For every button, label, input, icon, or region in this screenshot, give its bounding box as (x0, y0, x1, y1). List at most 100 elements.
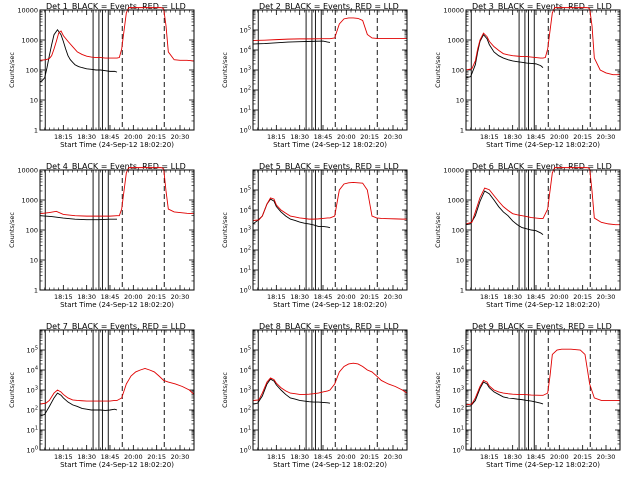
x-axis-label: Start Time (24-Sep-12 18:02:20) (273, 461, 387, 469)
x-tick-label: 18:15 (267, 133, 286, 141)
events-series-line (465, 33, 544, 79)
lld-series-line (252, 362, 408, 401)
y-tick-label: 10000 (443, 7, 464, 15)
events-series-line (252, 198, 331, 229)
panel-legend-text: BLACK = Events, RED = LLD (285, 322, 399, 331)
panel-det-4: Det 4 BLACK = Events, RED = LLD 1 10 100 1000… (8, 162, 195, 309)
x-tick-label: 20:30 (171, 453, 190, 461)
y-tick-label: 104 (27, 366, 38, 375)
panel-legend-text: BLACK = Events, RED = LLD (498, 2, 612, 11)
panel-title-det: Det 4 (46, 162, 68, 171)
y-tick-label: 1000 (447, 37, 464, 45)
plot-frame (39, 329, 195, 451)
panel-det-2: Det 2 BLACK = Events, RED = LLD 100 101 102 1… (221, 2, 408, 149)
x-tick-label: 18:45 (314, 293, 333, 301)
x-tick-label: 18:45 (527, 133, 546, 141)
x-tick-label: 20:30 (597, 453, 616, 461)
panel-title: Det 1 BLACK = Events, RED = LLD (46, 2, 186, 11)
y-tick-label: 101 (240, 426, 251, 435)
y-tick-label: 101 (27, 426, 38, 435)
plot-frame (252, 329, 408, 451)
y-tick-label: 105 (453, 346, 464, 355)
x-tick-label: 20:30 (171, 133, 190, 141)
y-tick-label: 1 (34, 127, 38, 135)
y-tick-label: 100 (452, 227, 464, 235)
y-axis-label: Counts/sec (434, 212, 442, 248)
y-tick-label: 102 (240, 406, 251, 415)
panel-det-1: Det 1 BLACK = Events, RED = LLD 1 10 100 1000… (8, 2, 195, 149)
y-tick-label: 103 (27, 386, 38, 395)
plot-frame (465, 329, 621, 451)
panel-det-7: Det 7 BLACK = Events, RED = LLD 100 101 102 1… (8, 322, 195, 469)
x-tick-label: 18:30 (77, 133, 96, 141)
x-tick-label: 20:00 (337, 293, 356, 301)
plot-frame (465, 9, 621, 131)
y-tick-label: 100 (453, 446, 464, 455)
x-tick-label: 18:30 (503, 133, 522, 141)
events-series-line (39, 215, 117, 221)
y-tick-label: 1000 (447, 197, 464, 205)
y-tick-label: 1 (460, 127, 464, 135)
x-tick-label: 18:15 (54, 293, 73, 301)
x-axis-label: Start Time (24-Sep-12 18:02:20) (486, 301, 600, 309)
x-tick-label: 20:00 (124, 453, 143, 461)
y-tick-label: 103 (240, 386, 251, 395)
x-tick-label: 18:15 (480, 293, 499, 301)
y-tick-label: 102 (240, 246, 251, 255)
panel-title: Det 6 BLACK = Events, RED = LLD (472, 162, 612, 171)
y-tick-label: 105 (240, 26, 251, 35)
y-axis-label: Counts/sec (8, 372, 16, 408)
lld-series-line (252, 17, 407, 41)
y-tick-label: 100 (452, 67, 464, 75)
lld-series-line (39, 7, 195, 62)
lld-series-line (465, 7, 620, 76)
x-tick-label: 20:15 (147, 453, 166, 461)
panel-det-3: Det 3 BLACK = Events, RED = LLD 1 10 100 1000… (434, 2, 621, 149)
y-tick-label: 104 (240, 46, 251, 55)
x-axis-label: Start Time (24-Sep-12 18:02:20) (486, 461, 600, 469)
x-tick-label: 18:15 (267, 293, 286, 301)
x-tick-label: 20:15 (573, 453, 592, 461)
y-tick-label: 10 (30, 257, 38, 265)
x-tick-label: 20:15 (573, 293, 592, 301)
x-axis-label: Start Time (24-Sep-12 18:02:20) (273, 301, 387, 309)
panel-title-det: Det 9 (472, 322, 494, 331)
y-tick-label: 102 (27, 406, 38, 415)
x-tick-label: 20:30 (597, 133, 616, 141)
y-tick-label: 1 (34, 287, 38, 295)
panel-title-det: Det 7 (46, 322, 68, 331)
x-tick-label: 18:15 (480, 453, 499, 461)
y-axis-label: Counts/sec (434, 52, 442, 88)
events-series-line (252, 378, 331, 405)
panel-title-det: Det 6 (472, 162, 494, 171)
y-tick-label: 100 (240, 126, 251, 135)
y-tick-label: 100 (26, 67, 38, 75)
x-tick-label: 18:45 (314, 133, 333, 141)
panel-title: Det 2 BLACK = Events, RED = LLD (259, 2, 399, 11)
events-series-line (465, 190, 544, 236)
y-tick-label: 105 (27, 346, 38, 355)
panel-legend-text: BLACK = Events, RED = LLD (72, 162, 186, 171)
x-axis-label: Start Time (24-Sep-12 18:02:20) (60, 301, 174, 309)
x-tick-label: 18:15 (267, 453, 286, 461)
x-axis-label: Start Time (24-Sep-12 18:02:20) (60, 461, 174, 469)
y-tick-label: 10 (30, 97, 38, 105)
x-tick-label: 18:45 (101, 453, 120, 461)
y-axis-label: Counts/sec (8, 52, 16, 88)
y-tick-label: 1000 (21, 37, 38, 45)
x-axis-label: Start Time (24-Sep-12 18:02:20) (486, 141, 600, 149)
lld-series-line (465, 348, 620, 406)
x-tick-label: 20:30 (171, 293, 190, 301)
y-tick-label: 105 (240, 186, 251, 195)
x-tick-label: 20:15 (360, 293, 379, 301)
y-axis-label: Counts/sec (221, 372, 229, 408)
y-tick-label: 100 (27, 446, 38, 455)
x-tick-label: 20:00 (337, 133, 356, 141)
x-tick-label: 20:00 (550, 453, 569, 461)
panel-legend-text: BLACK = Events, RED = LLD (72, 322, 186, 331)
x-tick-label: 18:45 (527, 453, 546, 461)
x-tick-label: 20:00 (124, 133, 143, 141)
plot-frame (252, 9, 408, 131)
events-series-line (465, 381, 544, 407)
